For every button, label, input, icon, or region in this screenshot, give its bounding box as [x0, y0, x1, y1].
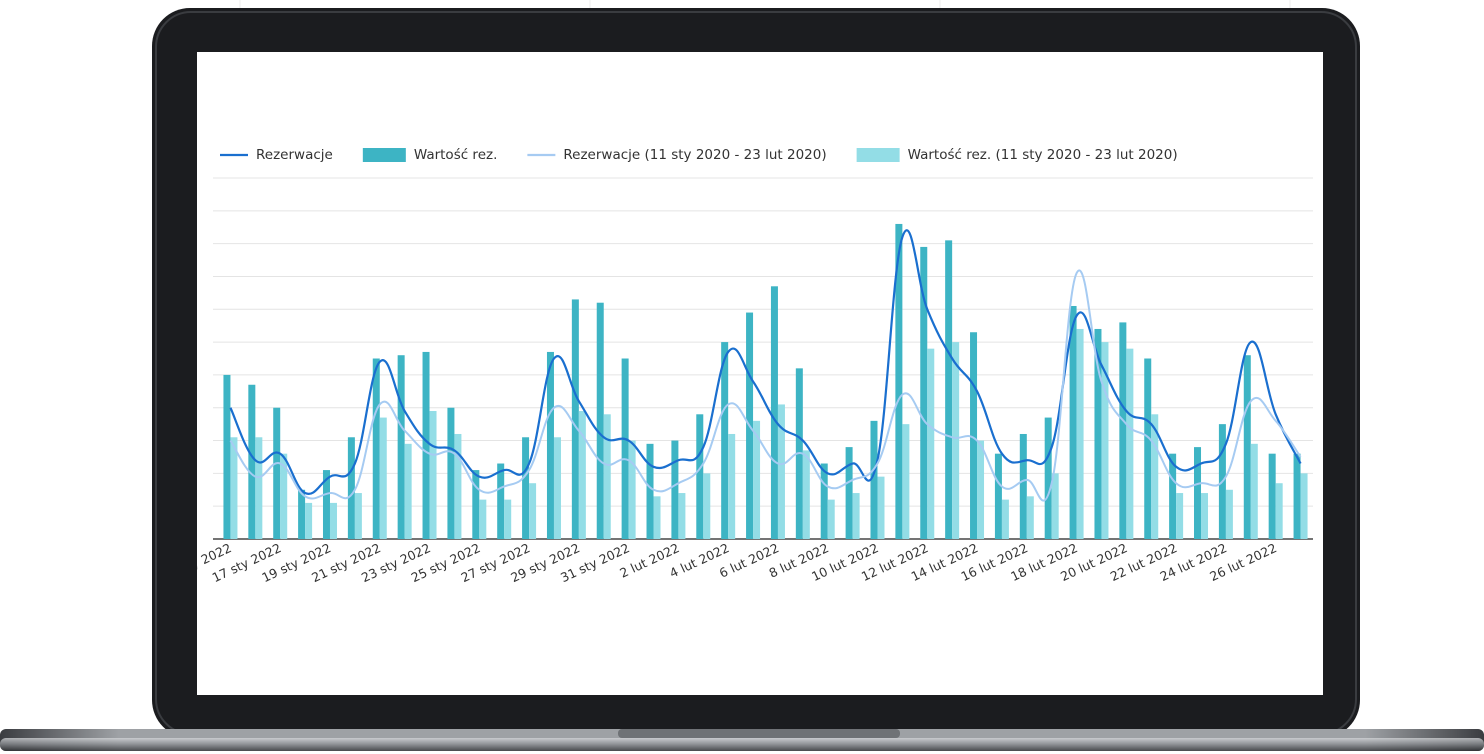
bar — [454, 434, 461, 539]
bar — [604, 414, 611, 539]
bar — [579, 411, 586, 539]
bar — [678, 493, 685, 539]
bar — [430, 411, 437, 539]
bar — [1194, 447, 1201, 539]
bar — [853, 493, 860, 539]
bar — [952, 342, 959, 539]
bar — [846, 447, 853, 539]
bar — [654, 496, 661, 539]
legend-label: Rezerwacje (11 sty 2020 - 23 lut 2020) — [563, 147, 826, 163]
bar — [373, 359, 380, 540]
legend-label: Wartość rez. — [414, 147, 498, 163]
bar — [1294, 454, 1301, 539]
bar — [927, 349, 934, 539]
bar — [472, 470, 479, 539]
bar — [248, 385, 255, 539]
bar — [398, 355, 405, 539]
bar — [696, 414, 703, 539]
bar — [504, 500, 511, 539]
bar — [305, 503, 312, 539]
bar — [629, 441, 636, 539]
bar — [1276, 483, 1283, 539]
bar — [1119, 322, 1126, 539]
bar — [1269, 454, 1276, 539]
bar — [522, 437, 529, 539]
bar — [977, 441, 984, 539]
bar — [902, 424, 909, 539]
bar — [273, 408, 280, 539]
legend: Rezerwacje Wartość rez. Rezerwacje (11 sty… — [220, 147, 1178, 163]
bar — [728, 434, 735, 539]
bar — [828, 500, 835, 539]
bar — [223, 375, 230, 539]
bar — [298, 490, 305, 539]
bar — [945, 240, 952, 539]
bar — [423, 352, 430, 539]
bar — [1251, 444, 1258, 539]
page: {"chart_data": { "type": "combo", "categ… — [0, 0, 1484, 754]
bar — [671, 441, 678, 539]
legend-swatch — [857, 148, 900, 162]
bar — [622, 359, 629, 540]
laptop-notch — [618, 729, 900, 738]
bar — [1301, 473, 1308, 539]
bar — [547, 352, 554, 539]
bar — [1144, 359, 1151, 540]
legend-swatch — [363, 148, 406, 162]
bar — [380, 418, 387, 539]
bar — [1027, 496, 1034, 539]
bar — [554, 437, 561, 539]
bar — [1201, 493, 1208, 539]
bar — [1002, 500, 1009, 539]
bar — [1052, 473, 1059, 539]
legend-label: Rezerwacje — [256, 147, 333, 163]
bar — [803, 450, 810, 539]
legend-label: Wartość rez. (11 sty 2020 - 23 lut 2020) — [908, 147, 1178, 163]
bar — [995, 454, 1002, 539]
bar — [877, 477, 884, 539]
bar — [255, 437, 262, 539]
bar — [703, 473, 710, 539]
bar — [330, 503, 337, 539]
bar — [1244, 355, 1251, 539]
bar — [647, 444, 654, 539]
bar — [1126, 349, 1133, 539]
bar — [447, 408, 454, 539]
bar — [1226, 490, 1233, 539]
bar — [1045, 418, 1052, 539]
laptop-base-shade — [0, 738, 1484, 751]
bar — [405, 444, 412, 539]
bar — [355, 493, 362, 539]
bar — [1176, 493, 1183, 539]
bar — [572, 299, 579, 539]
bar — [771, 286, 778, 539]
bar — [1077, 329, 1084, 539]
bar — [479, 500, 486, 539]
bar — [529, 483, 536, 539]
bar — [721, 342, 728, 539]
bar — [497, 464, 504, 539]
bar — [821, 464, 828, 539]
bar — [348, 437, 355, 539]
bar — [1020, 434, 1027, 539]
laptop-mockup: 15 sty 202217 sty 202219 sty 202221 sty … — [0, 0, 1484, 754]
bar — [597, 303, 604, 539]
